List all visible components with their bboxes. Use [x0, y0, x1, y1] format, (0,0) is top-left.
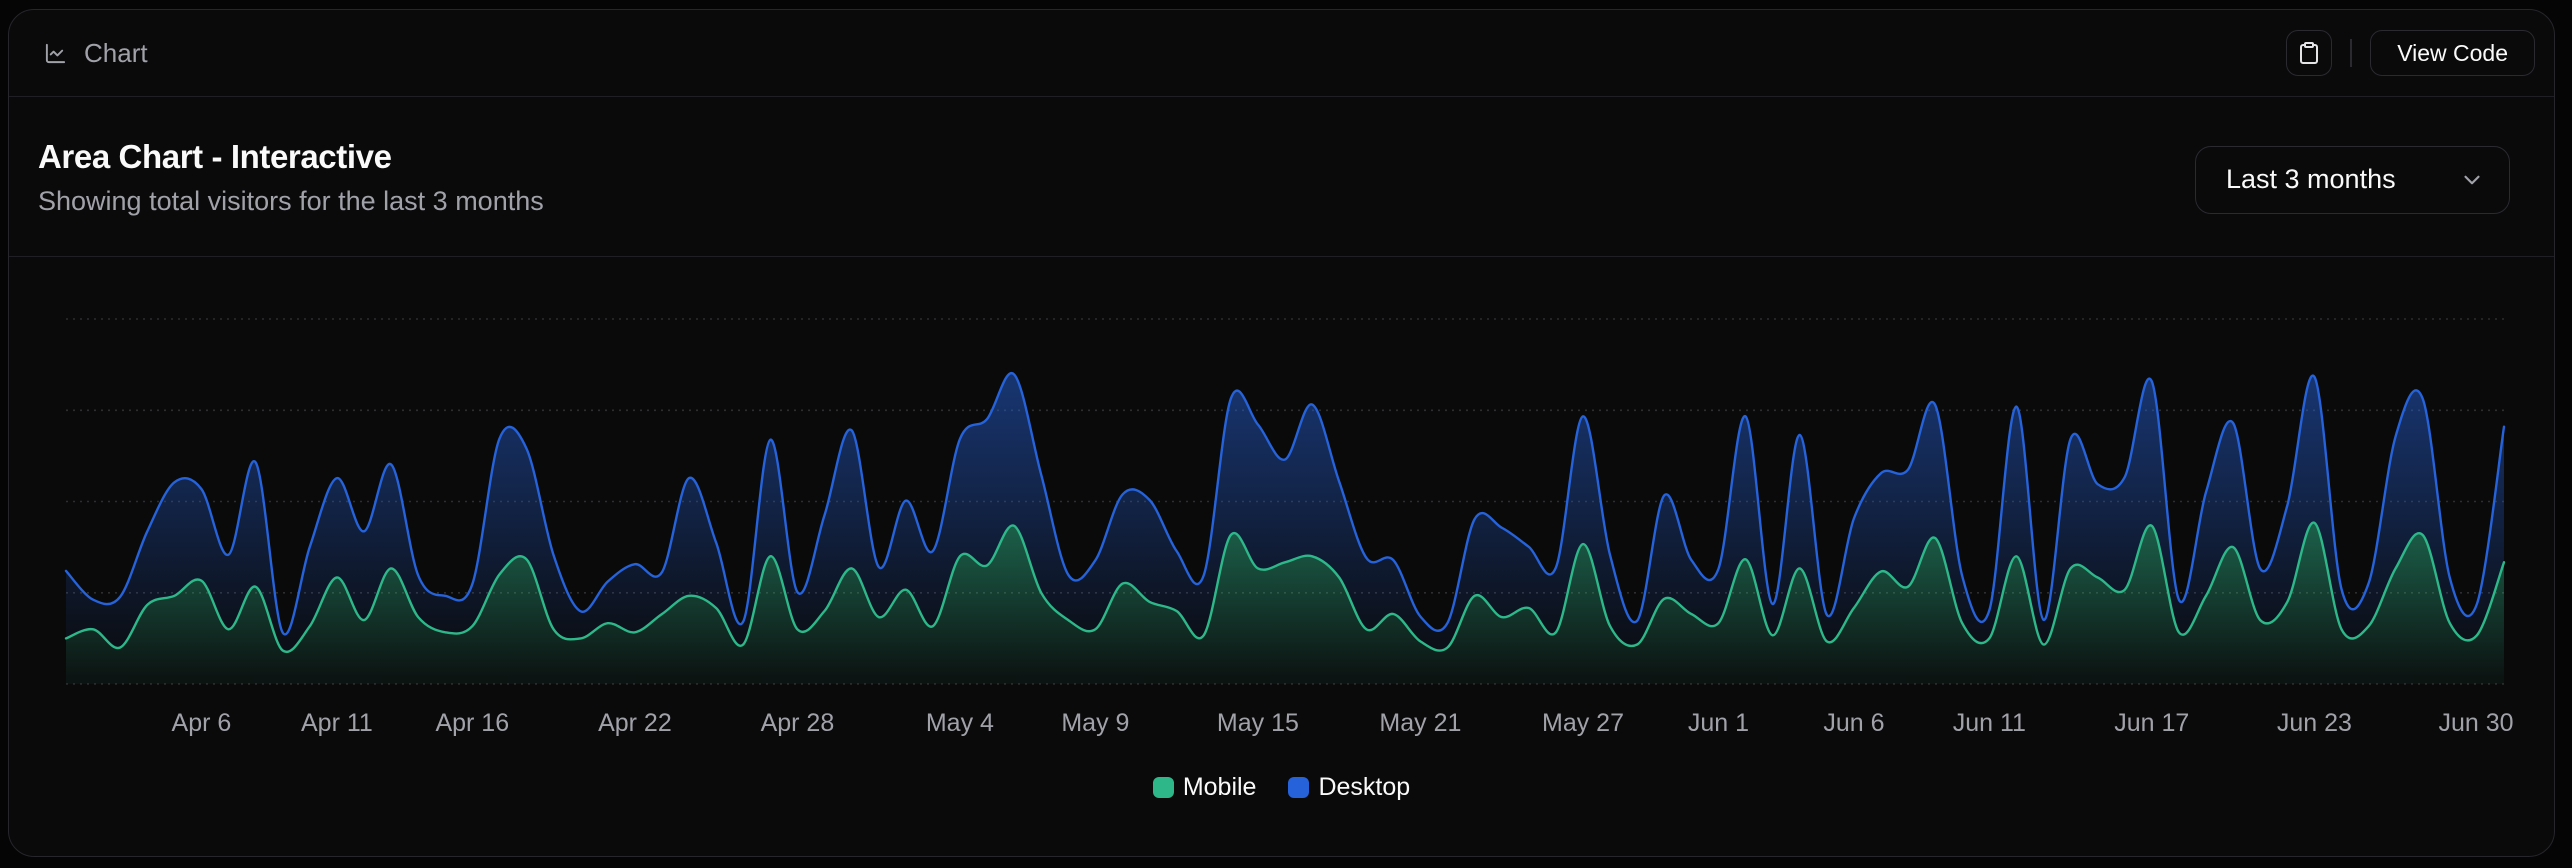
chart-description: Showing total visitors for the last 3 mo… — [38, 186, 544, 217]
x-tick-label: Jun 1 — [1688, 709, 1749, 737]
x-tick-label: Jun 6 — [1823, 709, 1884, 737]
x-tick-label: Apr 28 — [761, 709, 835, 737]
area-mobile — [66, 522, 2504, 684]
legend-swatch-desktop — [1288, 777, 1310, 798]
x-tick-label: May 4 — [926, 709, 994, 737]
time-range-select[interactable]: Last 3 months — [2195, 145, 2510, 214]
legend-label-desktop: Desktop — [1318, 773, 1411, 801]
area-chart-plot[interactable]: Apr 6 Apr 11 Apr 16 Apr 22 Apr 28 May 4 May 9 M… — [9, 10, 2553, 855]
x-tick-label: Jun 17 — [2114, 709, 2189, 737]
x-tick-label: Jun 11 — [1953, 709, 2026, 737]
area-desktop — [66, 373, 2504, 652]
x-tick-label: Jun 30 — [2438, 709, 2513, 737]
toolbar-divider — [2350, 39, 2353, 67]
x-tick-label: May 15 — [1217, 709, 1299, 737]
x-tick-label: Apr 16 — [435, 709, 509, 737]
toolbar-left: Chart — [44, 38, 148, 69]
view-code-button[interactable]: View Code — [2370, 30, 2535, 76]
chart-title: Area Chart - Interactive — [38, 137, 392, 175]
toolbar-actions: View Code — [2286, 30, 2535, 76]
card-header: Area Chart - Interactive Showing total v… — [9, 99, 2554, 257]
line-mobile — [64, 521, 2506, 654]
x-tick-label: May 27 — [1542, 709, 1624, 737]
chart-line-icon — [44, 42, 67, 65]
x-tick-label: May 9 — [1061, 709, 1129, 737]
time-range-value: Last 3 months — [2226, 164, 2396, 194]
line-desktop — [64, 371, 2506, 636]
legend-item-mobile: Mobile — [1152, 773, 1257, 802]
chart-legend: Mobile Desktop — [9, 773, 2554, 802]
toolbar-title: Chart — [84, 37, 148, 68]
legend-swatch-mobile — [1152, 777, 1174, 798]
clipboard-icon — [2297, 41, 2321, 65]
x-tick-label: Apr 11 — [301, 709, 373, 737]
chart-card: Chart View Code Area Chart - Interactive… — [8, 9, 2555, 857]
legend-item-desktop: Desktop — [1288, 773, 1410, 802]
x-tick-label: Apr 22 — [598, 709, 672, 737]
x-tick-label: Apr 6 — [172, 709, 232, 737]
x-tick-label: Jun 23 — [2277, 709, 2352, 737]
x-tick-label: May 21 — [1379, 709, 1461, 737]
copy-code-button[interactable] — [2286, 30, 2333, 76]
chevron-down-icon — [2459, 167, 2485, 193]
legend-label-mobile: Mobile — [1182, 773, 1257, 801]
toolbar: Chart View Code — [9, 10, 2554, 97]
